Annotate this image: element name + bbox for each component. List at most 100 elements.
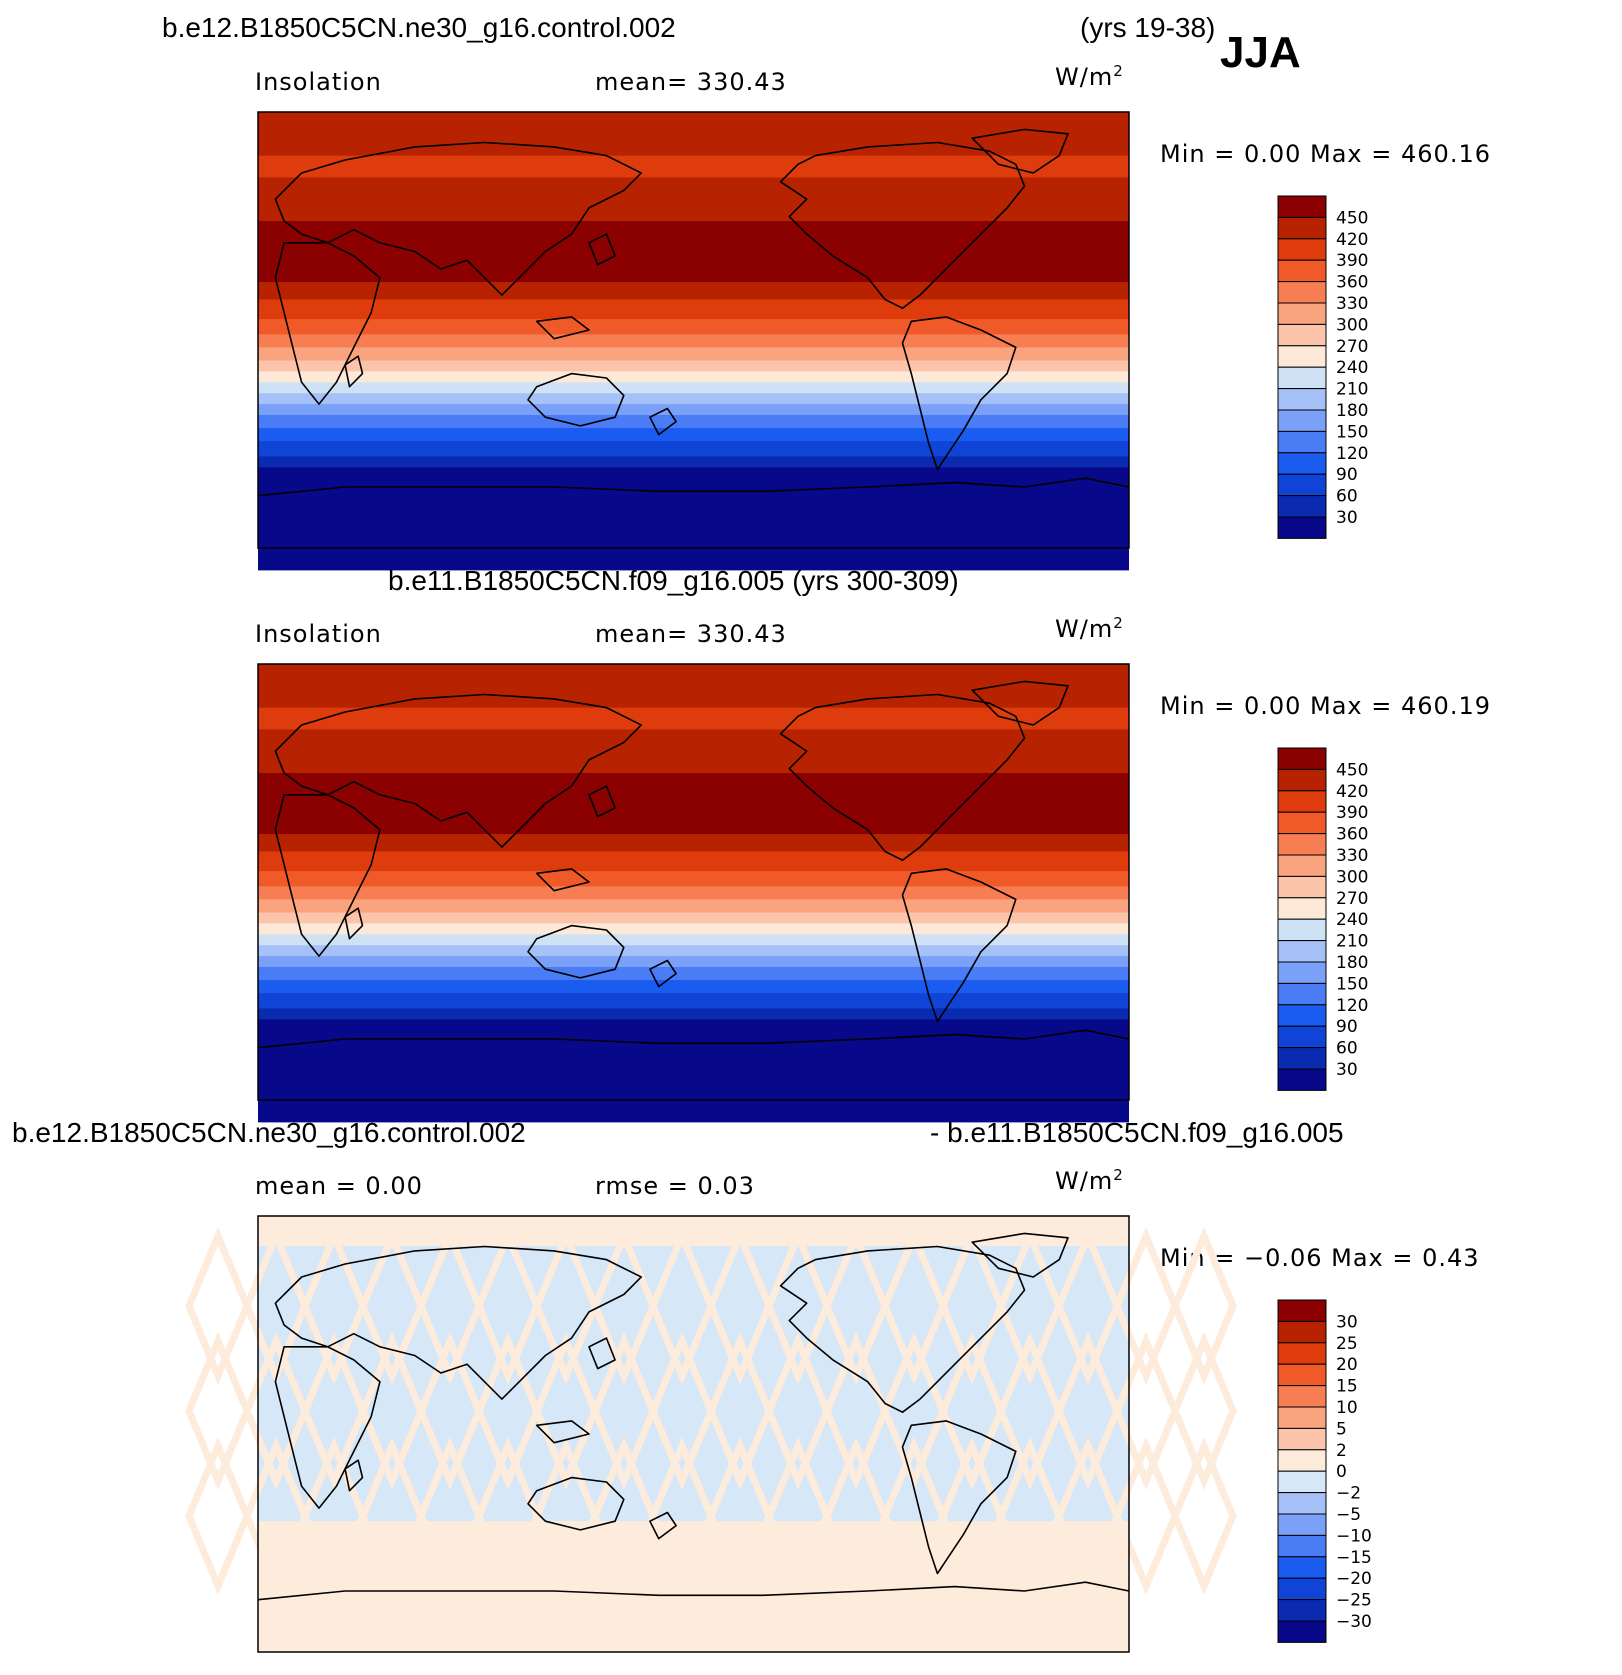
- panel-2-units: W/m2: [1055, 614, 1124, 643]
- lattice-diamond: [1113, 1331, 1179, 1491]
- coastline: [274, 794, 381, 957]
- map-band: [258, 319, 1129, 335]
- colorbar-tick-label: 210: [1336, 380, 1368, 400]
- coastline: [257, 1029, 1130, 1049]
- map-band: [258, 415, 1129, 429]
- lattice-diamond: [881, 1436, 947, 1596]
- colorbar-tick-label: 120: [1336, 996, 1368, 1016]
- map-band: [258, 1521, 1129, 1652]
- colorbar-box: [1277, 281, 1327, 304]
- panel-3-rmse-label: rmse = 0.03: [595, 1172, 755, 1200]
- lattice-diamond: [475, 1331, 541, 1491]
- lattice-diamond: [301, 1331, 367, 1491]
- coastline: [527, 924, 625, 979]
- difference-lattice: [185, 1226, 1237, 1596]
- colorbar-tick-label: 420: [1336, 782, 1368, 802]
- panel-1-units: W/m2: [1055, 62, 1124, 91]
- lattice-diamond: [591, 1226, 657, 1386]
- island-coastline: [649, 1511, 677, 1540]
- map-band: [258, 155, 1129, 178]
- colorbar-box: [1277, 323, 1327, 347]
- lattice-diamond: [1113, 1436, 1179, 1596]
- colorbar-tick-label: 120: [1336, 444, 1368, 464]
- panel-3-title-right: - b.e11.B1850C5CN.f09_g16.005: [930, 1117, 1344, 1148]
- colorbar-tick-label: 180: [1336, 401, 1368, 421]
- lattice-diamond: [765, 1331, 831, 1491]
- colorbar-tick-label: 420: [1336, 230, 1368, 250]
- island-coastline: [649, 959, 677, 988]
- colorbar-tick-label: 150: [1336, 422, 1368, 442]
- lattice-diamond: [417, 1436, 483, 1596]
- panel-1-title-right: (yrs 19-38): [1080, 12, 1216, 43]
- map-band: [258, 1008, 1129, 1020]
- colorbar-tick-label: −25: [1336, 1591, 1372, 1611]
- colorbar-tick-label: 390: [1336, 251, 1368, 271]
- colorbar-box: [1277, 1599, 1327, 1622]
- colorbar-tick-label: 450: [1336, 208, 1368, 228]
- lattice-diamond: [649, 1436, 715, 1596]
- colorbar-tick-label: 0: [1336, 1462, 1347, 1482]
- map-band: [258, 347, 1129, 362]
- colorbar-box: [1277, 1577, 1327, 1601]
- colorbar-tick-label: −5: [1336, 1505, 1361, 1525]
- lattice-diamond: [1055, 1436, 1121, 1596]
- lattice-diamond: [243, 1331, 309, 1491]
- colorbar-tick-label: 300: [1336, 867, 1368, 887]
- coastline: [901, 868, 1017, 1023]
- map-band: [258, 851, 1129, 872]
- colorbar-tick-label: 360: [1336, 273, 1368, 293]
- lattice-diamond: [707, 1331, 773, 1491]
- map-band: [258, 773, 1129, 794]
- lattice-diamond: [591, 1436, 657, 1596]
- lattice-diamond: [1171, 1436, 1237, 1596]
- map-band: [258, 1019, 1129, 1123]
- lattice-diamond: [301, 1226, 367, 1386]
- colorbar-tick-label: 150: [1336, 974, 1368, 994]
- colorbar-box: [1277, 1299, 1327, 1322]
- lattice-diamond: [1055, 1226, 1121, 1386]
- colorbar-box: [1277, 1004, 1327, 1027]
- coastline: [971, 680, 1069, 726]
- map-band: [258, 240, 1129, 261]
- panel-3-units: W/m2: [1055, 1166, 1124, 1195]
- colorbar-tick-label: 25: [1336, 1334, 1358, 1354]
- colorbar-box: [1277, 1320, 1327, 1344]
- map-band: [258, 993, 1129, 1010]
- lattice-diamond: [997, 1331, 1063, 1491]
- coastline: [527, 372, 625, 427]
- colorbar-tick-label: −20: [1336, 1569, 1372, 1589]
- colorbar-tick-label: 390: [1336, 803, 1368, 823]
- map-band: [258, 812, 1129, 835]
- map-band: [258, 934, 1129, 946]
- colorbar-box: [1277, 833, 1327, 856]
- coastline: [971, 1232, 1069, 1278]
- panel-3-map: [185, 1215, 1237, 1653]
- colorbar-box: [1277, 1068, 1327, 1091]
- colorbar-tick-label: 20: [1336, 1355, 1358, 1375]
- colorbar-tick-label: 2: [1336, 1441, 1347, 1461]
- colorbar-box: [1277, 1047, 1327, 1070]
- island-coastline: [344, 907, 364, 940]
- map-band: [258, 360, 1129, 373]
- colorbar-tick-label: 5: [1336, 1419, 1347, 1439]
- colorbar-box: [1277, 811, 1327, 835]
- map-band: [258, 923, 1129, 935]
- map-band: [258, 441, 1129, 458]
- colorbar-tick-label: −10: [1336, 1526, 1372, 1546]
- colorbar-tick-label: 90: [1336, 1017, 1358, 1037]
- island-coastline: [535, 1420, 590, 1444]
- panel-2-field-label: Insolation: [255, 620, 382, 648]
- lattice-diamond: [475, 1436, 541, 1596]
- map-band: [258, 980, 1129, 994]
- map-band: [258, 729, 1129, 774]
- colorbar-tick-label: −2: [1336, 1484, 1361, 1504]
- lattice-diamond: [1171, 1331, 1237, 1491]
- panel-1-map: [257, 111, 1130, 571]
- colorbar-tick-label: 210: [1336, 932, 1368, 952]
- lattice-diamond: [359, 1331, 425, 1491]
- map-band: [258, 299, 1129, 320]
- colorbar-box: [1277, 216, 1327, 240]
- lattice-diamond: [185, 1331, 251, 1491]
- panel-2-title: b.e11.B1850C5CN.f09_g16.005 (yrs 300-309…: [388, 565, 959, 596]
